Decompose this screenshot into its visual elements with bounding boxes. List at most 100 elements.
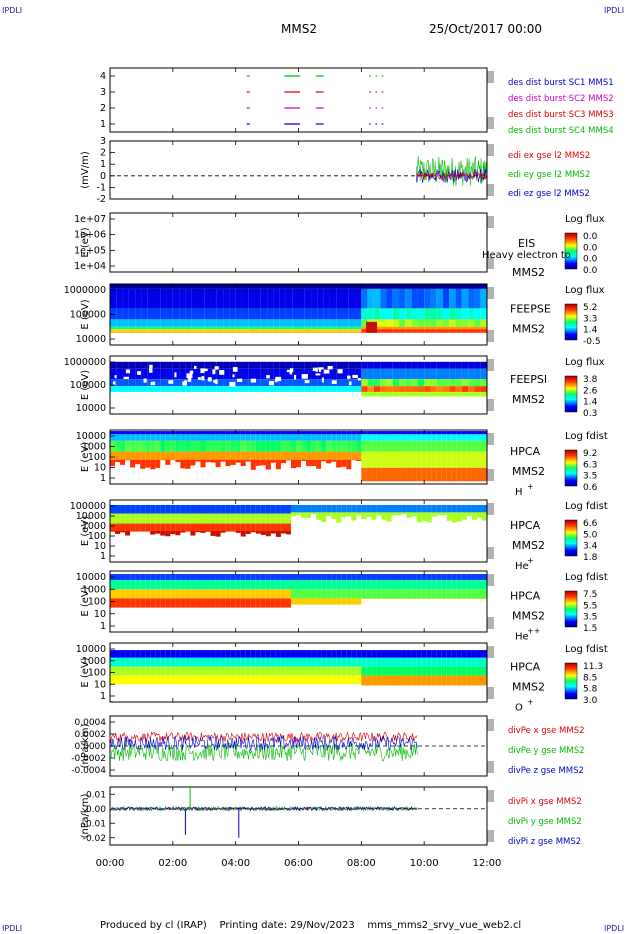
hpca-he-spectrogram-cell (135, 504, 141, 514)
feepse-spectrogram-cell (342, 308, 349, 320)
hpca-he-spectrogram-cell (135, 523, 141, 531)
feepsi-spectrogram-cell (248, 368, 255, 380)
divpe-legend-entry: divPe y gse MMS2 (508, 746, 585, 756)
burst-panel-frame (109, 67, 488, 133)
feepsi-spectrogram-cell (191, 361, 198, 369)
feepse-spectrogram-cell (248, 288, 255, 309)
corner-label-top-left: IPDLI (2, 6, 23, 15)
hpca-h-spectrogram-cell (351, 459, 357, 461)
feepsi-spectrogram-cell (386, 386, 393, 392)
feepsi-spectrogram-cell (342, 368, 349, 380)
hpca-he2-spectrogram-cell (265, 598, 271, 608)
hpca-h-spectrogram-cell (275, 440, 281, 452)
feepsi-spectrogram-cell (317, 386, 324, 392)
hpca-h-spectrogram-cell (115, 431, 121, 435)
feepsi-spectrogram-cell (185, 361, 192, 369)
hpca-he2-spectrogram-cell (160, 589, 166, 599)
feepse-spectrogram-cell (216, 288, 224, 309)
hpca-o-spectrogram-cell (115, 650, 121, 658)
hpca-he2-spectrogram-cell (245, 589, 251, 599)
hpca-h-spectrogram-cell (431, 434, 437, 441)
hpca-he2-spectrogram-cell (381, 598, 387, 599)
hpca-he2-spectrogram-cell (381, 580, 387, 590)
hpca-he-spectrogram-cell (185, 504, 191, 514)
hpca-h-spectrogram-cell (431, 451, 437, 468)
hpca-o-spectrogram-cell (150, 666, 156, 676)
feepsi-gap-cell (266, 375, 270, 379)
hpca-he-spectrogram-cell (250, 531, 256, 533)
feepse-spectrogram-cell (436, 319, 444, 327)
feepse-spectrogram-cell (311, 308, 318, 320)
hpca-o-spectrogram-cell (411, 657, 417, 667)
feepsi-spectrogram-cell (116, 368, 123, 380)
hpca-h-spectrogram-cell (230, 431, 236, 435)
hpca-h-spectrogram-cell (411, 434, 417, 441)
hpca-h-spectrogram-cell (220, 440, 226, 452)
hpca-h-spectrogram-cell (285, 431, 291, 435)
hpca-o-spectrogram-cell (250, 666, 256, 676)
feepsi-spectrogram-cell (160, 386, 167, 392)
feepse-spectrogram-cell (210, 326, 217, 330)
hpca-h-spectrogram-cell (331, 431, 337, 435)
hpca-he2-spectrogram-cell (476, 580, 482, 590)
hpca-h-spectrogram-cell (160, 434, 166, 441)
hpca-h-spectrogram-cell (180, 434, 186, 441)
hpca-h-spectrogram-cell (301, 440, 307, 452)
feepsi-spectrogram-cell (204, 386, 211, 392)
hpca-h-spectrogram-cell (230, 440, 236, 452)
divpe-y-tick-label: -0.0002 (71, 754, 106, 764)
hpca-he2-colorbar-title: Log fdist (565, 572, 608, 583)
feepsi-spectrogram-cell (248, 379, 255, 387)
hpca-he-spectrogram-cell (195, 513, 201, 524)
feepsi-spectrogram-cell (474, 379, 481, 387)
hpca-h-spectrogram-cell (150, 451, 156, 460)
hpca-o-spectrogram-cell (461, 666, 467, 676)
feepse-spectrogram-cell (160, 319, 167, 327)
feepse-spacecraft-label: MMS2 (512, 323, 545, 336)
feepsi-spectrogram-cell (348, 386, 356, 392)
hpca-he2-spectrogram-cell (326, 598, 332, 605)
hpca-he-spectrogram-cell (150, 523, 156, 531)
hpca-o-spectrogram-cell (376, 657, 382, 667)
feepse-spectrogram-cell (336, 319, 343, 327)
hpca-o-spectrogram-cell (436, 650, 442, 658)
feepsi-spectrogram-cell (342, 379, 349, 387)
hpca-h-spectrogram-cell (175, 440, 181, 452)
feepse-spectrogram-cell (424, 326, 431, 330)
hpca-he2-spectrogram-cell (461, 580, 467, 590)
divpe-series-line (109, 734, 418, 752)
feepse-spectrogram-cell (254, 326, 261, 330)
hpca-he2-spectrogram-cell (240, 580, 246, 590)
hpca-he-spectrogram-cell (416, 504, 422, 513)
hpca-he2-spectrogram-cell (160, 598, 166, 608)
feepse-spectrogram-cell (366, 321, 378, 333)
feepsi-spectrogram-cell (292, 386, 299, 392)
hpca-h-spectrogram-cell (280, 431, 286, 435)
hpca-he-spectrogram-cell (336, 504, 342, 513)
hpca-o-y-tick-label: 100 (88, 668, 106, 679)
hpca-o-spectrogram-cell (240, 675, 246, 685)
hpca-o-spectrogram-cell (376, 666, 382, 676)
hpca-o-spectrogram-cell (466, 650, 472, 658)
hpca-he2-spectrogram-cell (115, 580, 121, 590)
hpca-he-spectrogram-cell (426, 512, 432, 523)
feepse-spectrogram-cell (348, 329, 356, 333)
eis-colorbar-title: Log flux (565, 214, 605, 225)
hpca-he2-spectrogram-cell (436, 589, 442, 599)
hpca-h-colorbar (564, 449, 578, 487)
feepsi-spectrogram-cell (417, 391, 425, 397)
hpca-o-spectrogram-cell (120, 675, 126, 685)
hpca-o-spectrogram-cell (481, 675, 487, 686)
hpca-h-spectrogram-cell (140, 431, 146, 435)
hpca-h-spectrogram-cell (381, 440, 387, 452)
feepse-spectrogram-cell (204, 308, 211, 320)
footer-printing-date: Printing date: 29/Nov/2023 (219, 920, 355, 931)
feepse-colorbar (564, 303, 578, 341)
hpca-he2-spectrogram-cell (140, 580, 146, 590)
hpca-he-spectrogram-cell (280, 504, 286, 514)
feepse-spectrogram-cell (317, 326, 324, 330)
feepsi-spectrogram-cell (417, 379, 425, 387)
hpca-he2-spectrogram-cell (205, 598, 211, 608)
edi-legend-entry: edi ez gse l2 MMS2 (508, 189, 590, 199)
hpca-h-spectrogram-cell (331, 434, 337, 441)
